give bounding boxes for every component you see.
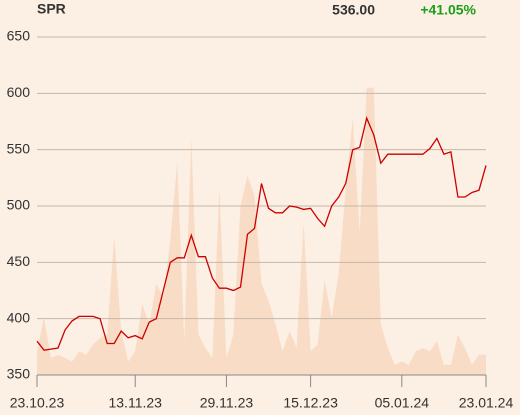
price-line <box>36 116 487 351</box>
volume-area <box>37 87 486 375</box>
y-tick-label: 500 <box>7 197 31 213</box>
y-tick-label: 650 <box>7 28 31 44</box>
x-tick-label: 05.01.24 <box>375 395 430 411</box>
last-price: 536.00 <box>332 2 375 18</box>
y-tick-label: 350 <box>7 366 31 382</box>
symbol: SPR <box>37 1 66 17</box>
x-tick-label: 13.11.23 <box>108 395 162 411</box>
x-tick-label: 23.10.23 <box>10 395 65 411</box>
x-tick-label: 15.12.23 <box>283 395 338 411</box>
y-tick-label: 450 <box>7 253 31 269</box>
y-tick-label: 550 <box>7 140 31 156</box>
y-tick-label: 400 <box>7 309 31 325</box>
change: +41.05% <box>420 2 476 18</box>
x-tick-label: 29.11.23 <box>200 395 254 411</box>
x-tick-label: 23.01.24 <box>459 395 514 411</box>
y-tick-label: 600 <box>7 84 31 100</box>
